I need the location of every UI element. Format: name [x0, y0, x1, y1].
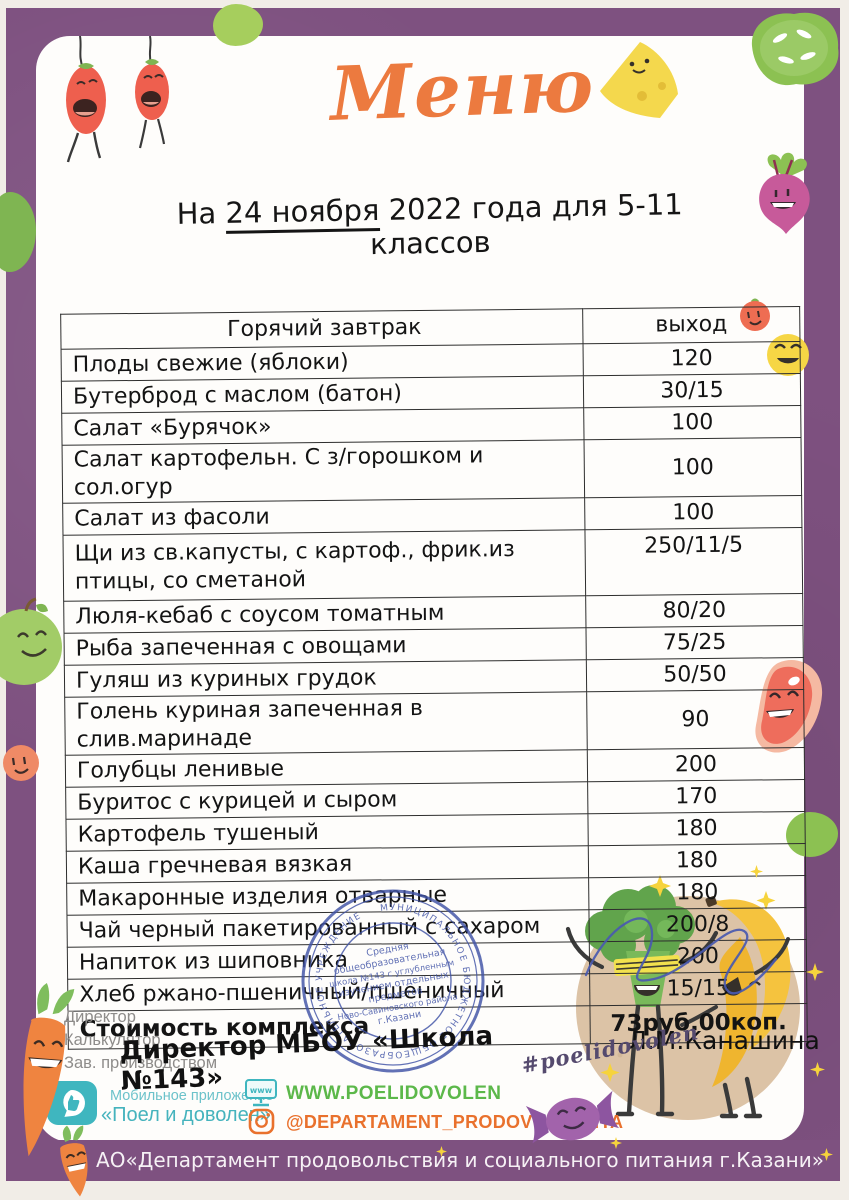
- dish-name-cell: Щи из св.капусты, с картоф., фрик.из пти…: [62, 529, 586, 602]
- portion-cell: 120: [583, 341, 801, 376]
- column-header-dishes: Горячий завтрак: [60, 308, 584, 350]
- signatory-roles: Директор Калькулятор Зав. производством: [64, 1006, 217, 1075]
- portion-cell: 80/20: [585, 593, 803, 628]
- app-icon: [47, 1081, 97, 1125]
- website-link: WWW.POELIDOVOLEN: [286, 1083, 502, 1104]
- portion-cell: 170: [587, 779, 805, 814]
- broccoli-banana-illustration: [565, 875, 800, 1120]
- table-row: Голень куриная запеченная в слив.маринад…: [64, 689, 805, 756]
- menu-date: 24 ноября: [225, 192, 380, 234]
- table-row: Щи из св.капусты, с картоф., фрик.из пти…: [62, 527, 803, 602]
- column-header-portion: выход: [582, 306, 800, 344]
- sparkle-icon: [436, 1146, 447, 1157]
- tomato-icon: [3, 745, 39, 781]
- www-icon-label: www: [250, 1086, 273, 1095]
- candy-icon: [525, 1090, 620, 1144]
- cheese-icon: [600, 42, 678, 118]
- carrot-icon: [60, 1125, 88, 1197]
- leaf-icon: [786, 812, 838, 857]
- tomato-icon: [740, 298, 770, 331]
- signatory-name: Л.М.Канашина: [628, 1026, 820, 1055]
- portion-cell: 180: [588, 843, 806, 878]
- dish-name-cell: Салат картофельн. С з/горошком и сол.огу…: [62, 439, 585, 504]
- portion-cell: 180: [587, 811, 806, 846]
- carrot-icon: [23, 983, 75, 1157]
- leaf-icon: [213, 4, 263, 46]
- portion-cell: 100: [584, 495, 802, 530]
- instagram-icon: [248, 1108, 275, 1135]
- role-label: Калькулятор: [64, 1031, 161, 1049]
- menu-date-subtitle: На 24 ноября 2022 года для 5-11 классов: [119, 186, 740, 266]
- portion-cell: 200: [587, 747, 805, 782]
- hanging-tomatoes-icon: [66, 36, 169, 163]
- portion-cell: 100: [583, 405, 802, 440]
- round-stamp: МУНИЦИПАЛЬНОЕ БЮДЖЕТНОЕ ОБЩЕОБРАЗОВАТЕЛЬ…: [301, 889, 485, 1073]
- role-label: Зав. производством: [64, 1054, 218, 1072]
- portion-cell: 30/15: [583, 373, 801, 408]
- organization-name: АО«Департамент продовольствия и социальн…: [96, 1148, 824, 1172]
- apple-icon: [0, 597, 62, 685]
- bottom-purple-band: [6, 1140, 840, 1181]
- portion-cell: 100: [584, 437, 802, 498]
- portion-cell: 90: [586, 689, 805, 750]
- beet-icon: [759, 152, 810, 234]
- www-icon: www: [245, 1079, 277, 1107]
- bean-icon: [755, 659, 823, 753]
- handwritten-signature: [584, 917, 778, 995]
- portion-cell: 250/11/5: [584, 527, 803, 596]
- cucumber-slice-icon: [751, 12, 839, 86]
- app-label-big: «Поел и доволен»: [101, 1104, 271, 1126]
- portion-cell: 50/50: [586, 657, 804, 692]
- subtitle-rest: 2022 года для 5-11 классов: [369, 187, 684, 262]
- role-label: Директор: [64, 1008, 136, 1026]
- page-title: Меню: [328, 42, 597, 138]
- smiley-icon: [767, 334, 809, 376]
- portion-cell: 75/25: [585, 625, 804, 660]
- app-label-small: Мобильное приложение: [110, 1088, 274, 1104]
- dish-name-cell: Голень куриная запеченная в слив.маринад…: [64, 691, 588, 756]
- table-row: Салат картофельн. С з/горошком и сол.огу…: [62, 437, 802, 504]
- subtitle-prefix: На: [176, 195, 226, 231]
